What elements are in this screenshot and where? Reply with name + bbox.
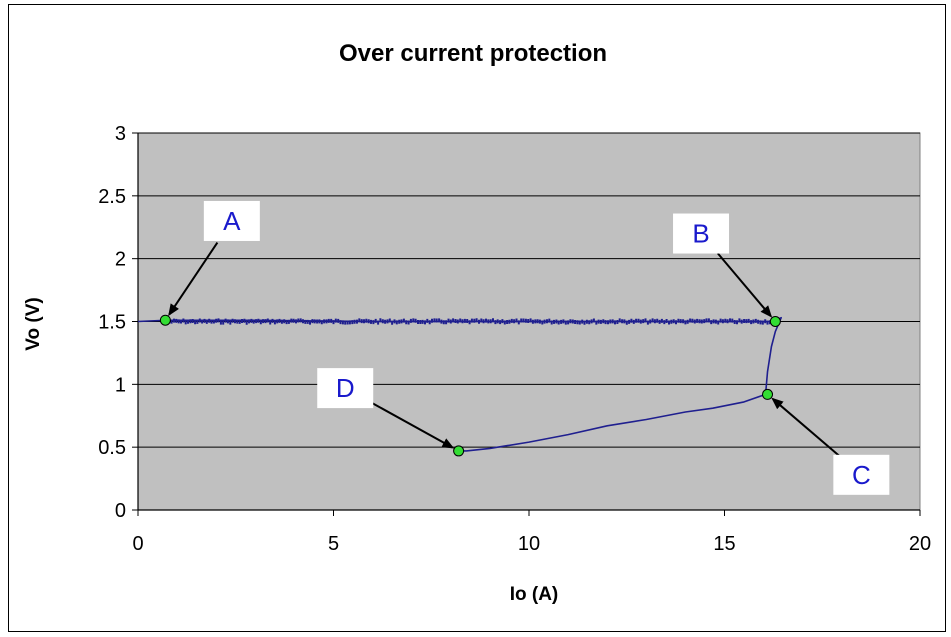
x-tick-label: 10 <box>518 533 540 555</box>
annotation-box <box>673 213 730 254</box>
data-point-marker <box>762 388 774 400</box>
marker-layer <box>159 314 781 457</box>
y-tick-label: 3 <box>115 123 126 145</box>
x-tick-label: 15 <box>713 533 735 555</box>
x-tick-label: 5 <box>328 533 339 555</box>
data-point-marker <box>453 445 465 457</box>
annotation-label-a: A <box>223 206 241 236</box>
chart-frame: Over current protection 0 0.5 1 1.5 2 2.5 3 0 5 1… <box>8 4 946 632</box>
y-tick-label: 0 <box>115 500 126 522</box>
y-tick-label: 2 <box>115 249 126 271</box>
annotation-arrow <box>771 397 843 459</box>
y-tick-label: 1.5 <box>98 312 126 334</box>
data-point-marker <box>159 314 171 326</box>
annotation-arrow <box>367 399 455 449</box>
y-axis-label: Vo (V) <box>23 297 44 350</box>
y-tick-label: 2.5 <box>98 186 126 208</box>
annotation-arrow <box>717 252 773 318</box>
annotation-label-c: C <box>852 460 871 490</box>
chart-title: Over current protection <box>339 40 607 67</box>
y-tick-label: 0.5 <box>98 437 126 459</box>
series-layer <box>137 316 782 452</box>
x-tick-label: 0 <box>132 533 143 555</box>
x-tick-label: 20 <box>909 533 931 555</box>
tick-labels: 0 0.5 1 1.5 2 2.5 3 0 5 10 15 20 <box>98 123 931 555</box>
annotation-label-b: B <box>692 219 709 249</box>
annotation-layer: A B C D <box>168 200 890 495</box>
annotation-label-d: D <box>336 373 355 403</box>
annotation-box <box>833 454 890 495</box>
annotation-arrow <box>168 242 219 317</box>
x-axis-label: Io (A) <box>510 584 559 605</box>
chart-svg: Over current protection 0 0.5 1 1.5 2 2.5 3 0 5 1… <box>23 40 931 605</box>
y-tick-label: 1 <box>115 374 126 396</box>
data-point-marker <box>769 316 781 327</box>
annotation-box <box>317 368 374 409</box>
annotation-box <box>203 200 260 241</box>
